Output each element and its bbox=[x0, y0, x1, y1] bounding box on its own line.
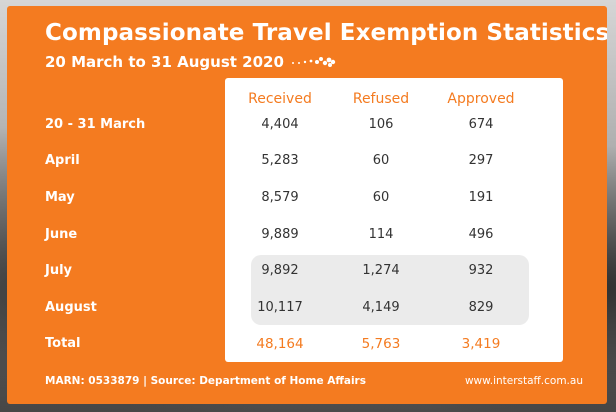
source-note: MARN: 0533879 | Source: Department of Ho… bbox=[45, 375, 366, 387]
date-range: 20 March to 31 August 2020 bbox=[45, 53, 284, 71]
row-label: April bbox=[45, 153, 80, 168]
row-label: July bbox=[45, 263, 73, 278]
table-cell-refused: 106 bbox=[368, 117, 394, 132]
table-cell-approved: 297 bbox=[468, 153, 494, 168]
table-cell-refused: 1,274 bbox=[362, 263, 400, 278]
total-cell-received: 48,164 bbox=[256, 336, 304, 352]
table-cell-approved: 932 bbox=[468, 263, 494, 278]
table-cell-refused: 60 bbox=[372, 153, 390, 168]
stats-card: Compassionate Travel Exemption Statistic… bbox=[7, 6, 607, 404]
highlighted-rows-box bbox=[251, 255, 529, 325]
table-cell-received: 10,117 bbox=[257, 300, 303, 315]
row-label: May bbox=[45, 190, 75, 205]
table-cell-received: 8,579 bbox=[261, 190, 299, 205]
table-cell-approved: 191 bbox=[468, 190, 494, 205]
column-header-received: Received bbox=[248, 91, 312, 107]
table-cell-received: 4,404 bbox=[261, 117, 299, 132]
column-header-approved: Approved bbox=[447, 91, 515, 107]
table-cell-approved: 496 bbox=[468, 227, 494, 242]
subtitle-row: 20 March to 31 August 2020 bbox=[45, 53, 336, 71]
table-cell-refused: 114 bbox=[368, 227, 394, 242]
table-cell-approved: 674 bbox=[468, 117, 494, 132]
total-label: Total bbox=[45, 336, 81, 351]
website-link[interactable]: www.interstaff.com.au bbox=[464, 375, 583, 387]
page-title: Compassionate Travel Exemption Statistic… bbox=[45, 20, 607, 46]
row-label: August bbox=[45, 300, 97, 315]
row-label: June bbox=[45, 227, 78, 242]
total-cell-approved: 3,419 bbox=[461, 336, 501, 352]
plane-trail-icon bbox=[291, 57, 336, 67]
table-cell-received: 9,889 bbox=[261, 227, 299, 242]
total-cell-refused: 5,763 bbox=[361, 336, 401, 352]
table-cell-refused: 4,149 bbox=[362, 300, 400, 315]
column-header-refused: Refused bbox=[352, 91, 410, 107]
table-cell-received: 9,892 bbox=[261, 263, 299, 278]
table-cell-approved: 829 bbox=[468, 300, 494, 315]
table-cell-refused: 60 bbox=[372, 190, 390, 205]
table-cell-received: 5,283 bbox=[261, 153, 299, 168]
row-label: 20 - 31 March bbox=[45, 117, 146, 132]
